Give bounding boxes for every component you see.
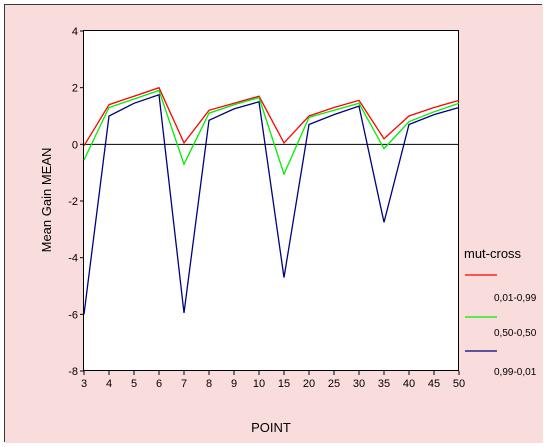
series-line-1 (83, 86, 460, 147)
series-line-3 (83, 93, 460, 315)
plot-area (83, 30, 459, 371)
x-tick-label: 6 (156, 378, 162, 390)
x-tick-label: 10 (253, 378, 265, 390)
x-tick-label: 8 (206, 378, 212, 390)
legend-label-1: 0,01-0,99 (494, 293, 537, 304)
y-tick-label: -4 (68, 253, 78, 265)
x-tick-label: 7 (181, 378, 187, 390)
series-line-2 (83, 89, 460, 176)
legend-label-3: 0,99-0,01 (494, 367, 537, 378)
x-tick-label: 3 (81, 378, 87, 390)
x-tick-label: 4 (106, 378, 112, 390)
x-axis: 3 4 5 6 7 8 9 10 15 20 25 30 35 40 45 50 (81, 371, 465, 390)
x-tick-label: 40 (403, 378, 415, 390)
x-tick-label: 5 (131, 378, 137, 390)
x-tick-label: 50 (453, 378, 465, 390)
y-axis-title: Mean Gain MEAN (39, 148, 54, 253)
legend: mut-cross 0,01-0,99 0,50-0,50 0,99-0,01 (464, 246, 537, 378)
chart-frame: 4 2 0 -2 -4 -6 -8 3 4 5 6 7 8 9 10 15 20 25 30 35 40 45 50 Me… (4, 4, 543, 443)
x-tick-label: 20 (303, 378, 315, 390)
x-tick-label: 9 (231, 378, 237, 390)
y-tick-label: 0 (72, 139, 78, 151)
x-axis-title: POINT (251, 420, 291, 435)
series-layer (83, 86, 460, 315)
x-tick-label: 30 (353, 378, 365, 390)
x-tick-label: 35 (378, 378, 390, 390)
y-tick-label: -2 (68, 196, 78, 208)
x-tick-label: 25 (328, 378, 340, 390)
line-chart: 420-2-4-6-8 3 4 5 6 7 8 9 10 15 20 25 30 35 40 45 50 Me… (5, 5, 543, 443)
x-tick-label: 15 (278, 378, 290, 390)
x-tick-label: 45 (428, 378, 440, 390)
y-tick-label: 4 (72, 26, 78, 38)
legend-title: mut-cross (464, 246, 522, 261)
y-tick-label: -8 (68, 366, 78, 378)
y-tick-label: 2 (72, 83, 78, 95)
legend-label-2: 0,50-0,50 (494, 328, 537, 339)
y-axis: 4 2 0 -2 -4 -6 -8 (68, 26, 84, 378)
y-tick-label: -6 (68, 309, 78, 321)
